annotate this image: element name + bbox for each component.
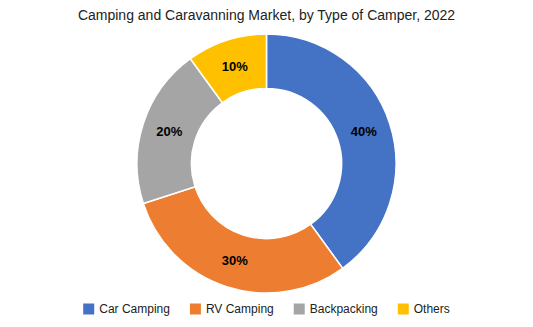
data-label: 10% (222, 59, 248, 74)
legend-item: Others (398, 302, 450, 316)
chart: Camping and Caravanning Market, by Type … (0, 0, 533, 327)
title: Camping and Caravanning Market, by Type … (78, 7, 455, 23)
legend-swatch (294, 304, 305, 315)
pie (137, 34, 396, 293)
legend-swatch (190, 304, 201, 315)
legend-label: RV Camping (206, 302, 274, 316)
slice (267, 34, 397, 268)
slice (143, 187, 342, 293)
legend: Car Camping RV Camping Backpacking Others (83, 302, 450, 316)
legend-label: Others (414, 302, 450, 316)
legend-swatch (83, 304, 94, 315)
slice (190, 34, 266, 103)
legend-item: RV Camping (190, 302, 274, 316)
data-label: 20% (156, 124, 182, 139)
data-label: 30% (222, 253, 248, 268)
legend-swatch (398, 304, 409, 315)
legend-label: Car Camping (99, 302, 170, 316)
data-label: 40% (351, 124, 377, 139)
data-labels: 40% 30% 20% 10% (156, 59, 377, 269)
legend-item: Car Camping (83, 302, 170, 316)
legend-label: Backpacking (310, 302, 378, 316)
legend-item: Backpacking (294, 302, 378, 316)
